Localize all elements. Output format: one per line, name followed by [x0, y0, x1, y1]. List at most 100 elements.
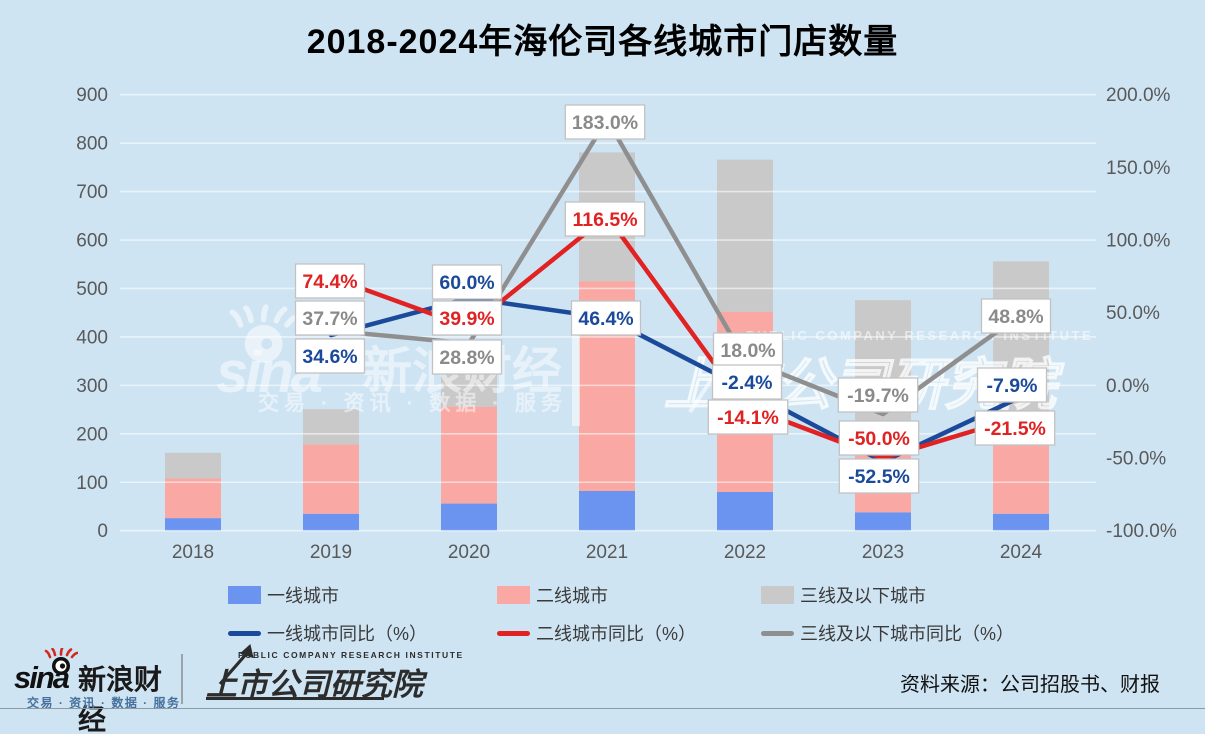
legend-item-tier1-line: 一线城市同比（%）	[228, 620, 427, 646]
x-axis-label: 2023	[862, 542, 904, 563]
data-label: 60.0%	[439, 272, 494, 294]
bar-segment-三线及以下城市-2019	[303, 409, 359, 445]
data-label-box	[431, 300, 503, 336]
data-source-note: 资料来源：公司招股书、财报	[900, 674, 1160, 696]
bar-segment-一线城市-2018	[165, 518, 221, 531]
data-label: -50.0%	[848, 428, 910, 450]
legend-label: 二线城市同比（%）	[536, 624, 697, 644]
store-count-chart: 0 100 200 300 400 500 600 700 800 900 200.0% 150.0%…	[76, 85, 1177, 563]
left-axis-tick: 900	[76, 85, 108, 106]
data-label: 28.8%	[439, 347, 494, 369]
data-label-box	[294, 300, 366, 336]
x-axis-label: 2020	[448, 542, 490, 563]
bar-segment-二线城市-2020	[441, 406, 497, 504]
bar-segment-一线城市-2020	[441, 503, 497, 531]
research-institute-logo: PUBLIC COMPANY RESEARCH INSTITUTE 上市公司研究…	[196, 644, 462, 708]
footer-rule	[0, 708, 1205, 709]
watermark-tagline: 交易 · 资讯 · 数据 · 服务	[258, 391, 567, 415]
data-label-box	[711, 364, 783, 400]
left-axis-tick: 500	[76, 279, 108, 300]
data-label-box	[837, 377, 919, 413]
legend-label: 一线城市同比（%）	[267, 624, 428, 644]
legend-item-tier1-bar: 一线城市	[228, 582, 339, 608]
data-label-box	[564, 104, 646, 140]
legend-label: 三线及以下城市	[800, 586, 926, 606]
bar-segment-三线及以下城市-2022	[717, 159, 773, 312]
tier2-bar-swatch	[497, 586, 530, 604]
data-label: -2.4%	[722, 372, 773, 394]
data-label: 48.8%	[988, 306, 1043, 328]
data-label: -14.1%	[717, 407, 779, 429]
data-label: 34.6%	[302, 346, 357, 368]
bar-segment-一线城市-2019	[303, 513, 359, 531]
left-axis-tick: 200	[76, 424, 108, 445]
footer-divider	[181, 654, 183, 704]
bar-segment-一线城市-2022	[717, 491, 773, 531]
data-label-box	[974, 410, 1056, 446]
watermark-eye-icon	[229, 304, 301, 363]
bar-segment-二线城市-2019	[303, 444, 359, 514]
institute-name: 上市公司研究院	[206, 667, 423, 702]
data-label: 74.4%	[302, 271, 357, 293]
data-label-box	[707, 399, 789, 435]
left-axis-tick: 300	[76, 376, 108, 397]
left-axis-tick: 600	[76, 231, 108, 252]
right-axis-tick: 100.0%	[1106, 231, 1171, 252]
institute-underline	[206, 697, 384, 700]
data-label: -7.9%	[987, 375, 1038, 397]
x-axis-label: 2019	[310, 542, 352, 563]
x-axis-label: 2018	[172, 542, 214, 563]
x-axis-label: 2022	[724, 542, 766, 563]
left-axis-tick: 400	[76, 327, 108, 348]
bar-segment-二线城市-2024	[993, 443, 1049, 514]
left-axis-tick: 0	[97, 521, 108, 542]
tier3-bar-swatch	[761, 586, 794, 604]
legend-label: 二线城市	[536, 586, 608, 606]
tier3-line-swatch	[761, 630, 794, 636]
chart-title: 2018-2024年海伦司各线城市门店数量	[306, 23, 899, 61]
left-axis-tick: 800	[76, 134, 108, 155]
legend-label: 一线城市	[267, 586, 339, 606]
sina-finance-logo: sina 新浪财经 交易 · 资讯 · 数据 · 服务	[14, 648, 184, 734]
sina-finance-name: 新浪财经	[78, 664, 163, 734]
data-label: -52.5%	[848, 466, 910, 488]
right-axis-tick: 50.0%	[1106, 303, 1160, 324]
data-label-box	[976, 367, 1048, 403]
legend-item-tier2-line: 二线城市同比（%）	[497, 620, 696, 646]
data-label: -21.5%	[984, 418, 1046, 440]
right-axis-tick: -50.0%	[1106, 449, 1166, 470]
bar-segment-二线城市-2018	[165, 478, 221, 519]
data-label: 183.0%	[572, 112, 638, 134]
institute-english-name: PUBLIC COMPANY RESEARCH INSTITUTE	[238, 650, 464, 660]
legend-label: 三线及以下城市同比（%）	[800, 624, 1015, 644]
legend-item-tier3-line: 三线及以下城市同比（%）	[761, 620, 1014, 646]
footer: sina 新浪财经 交易 · 资讯 · 数据 · 服务 PUBLIC COMPA…	[0, 644, 1205, 734]
data-label-box	[431, 339, 503, 375]
x-axis-label: 2024	[1000, 542, 1043, 563]
right-axis-tick: 200.0%	[1106, 85, 1171, 106]
left-axis-tick: 100	[76, 473, 108, 494]
data-label: -19.7%	[847, 385, 909, 407]
data-label-box	[431, 264, 503, 300]
data-label-box	[564, 201, 646, 237]
left-axis-tick: 700	[76, 182, 108, 203]
data-label: 18.0%	[720, 340, 775, 362]
bar-segment-一线城市-2024	[993, 513, 1049, 531]
arrow-up-icon	[218, 644, 254, 686]
data-label-box	[838, 458, 920, 494]
legend-item-tier2-bar: 二线城市	[497, 582, 608, 608]
tier1-bar-swatch	[228, 586, 261, 604]
right-axis-tick: -100.0%	[1106, 521, 1177, 542]
data-label: 46.4%	[578, 308, 633, 330]
tier1-line-swatch	[228, 630, 261, 636]
sina-tagline: 交易 · 资讯 · 数据 · 服务	[27, 696, 181, 710]
data-label: 37.7%	[302, 308, 357, 330]
data-label-box	[570, 300, 642, 336]
data-label-box	[294, 338, 366, 374]
data-label: 39.9%	[439, 308, 494, 330]
right-axis-tick: 0.0%	[1106, 376, 1149, 397]
tier2-line-swatch	[497, 630, 530, 636]
combo-chart-svg: 0 100 200 300 400 500 600 700 800 900 200.0% 150.0%…	[76, 85, 1177, 563]
sina-eye-icon	[44, 648, 78, 675]
